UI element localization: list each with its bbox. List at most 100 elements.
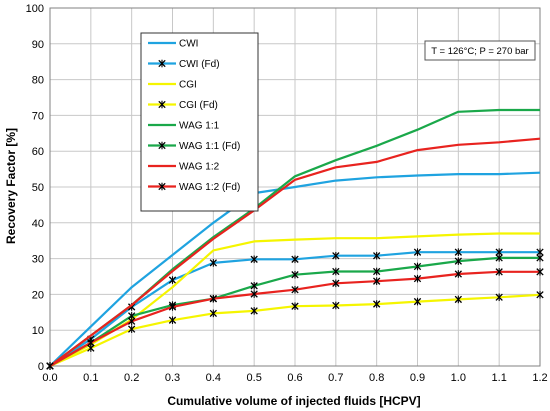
y-tick-label: 40 — [32, 218, 44, 230]
x-tick-label: 0.8 — [369, 372, 384, 384]
data-point-wag-1-1-fd — [495, 254, 503, 262]
legend-label: CGI (Fd) — [179, 100, 218, 111]
data-point-cwi-fd — [413, 248, 422, 256]
data-point-wag-1-2-fd — [291, 285, 299, 294]
x-tick-label: 0.0 — [42, 372, 57, 384]
legend-label: WAG 1:1 — [179, 121, 220, 132]
plot-area-border — [49, 7, 541, 367]
legend-entry-wag-1-1: WAG 1:1 — [148, 121, 220, 132]
legend-label: WAG 1:2 (Fd) — [179, 182, 240, 193]
data-point-cgi-fd — [413, 297, 422, 306]
data-point-cgi-fd — [168, 316, 177, 324]
series-cwi — [49, 171, 541, 367]
data-point-cwi-fd — [373, 251, 381, 260]
data-point-cwi-fd — [168, 276, 177, 284]
data-point-wag-1-2-fd — [373, 277, 381, 285]
y-tick-label: 0 — [38, 361, 44, 373]
x-tick-label: 1.1 — [492, 372, 507, 384]
legend: CWI CWI (Fd) CGI CGI (Fd) WAG 1:1 WAG 1:1 (Fd… — [140, 32, 259, 212]
data-point-wag-1-1-fd — [250, 282, 258, 290]
data-point-wag-1-2-fd — [250, 290, 258, 298]
legend-entry-cgi: CGI — [148, 80, 197, 91]
x-tick-label: 1.0 — [451, 372, 466, 384]
legend-frame — [140, 32, 259, 212]
data-point-wag-1-2-fd — [495, 268, 503, 276]
data-point-cwi-fd — [332, 251, 340, 260]
y-axis-label: Recovery Factor [%] — [4, 128, 18, 244]
legend-marker — [158, 59, 166, 68]
data-point-wag-1-1-fd — [332, 267, 340, 276]
y-tick-label: 10 — [32, 325, 44, 337]
data-point-wag-1-1-fd — [454, 257, 462, 265]
series-wag-1-2-fd — [46, 268, 544, 370]
data-point-cgi-fd — [128, 325, 136, 333]
x-tick-label: 0.2 — [124, 372, 139, 384]
legend-label: WAG 1:2 — [179, 162, 220, 173]
x-tick-label: 0.4 — [206, 372, 221, 384]
data-point-wag-1-2-fd — [87, 338, 95, 347]
x-tick-label: 0.5 — [247, 372, 262, 384]
data-point-cgi-fd — [454, 295, 462, 304]
data-point-wag-1-1-fd — [291, 270, 299, 279]
legend-entry-wag-1-2: WAG 1:2 — [148, 162, 220, 173]
data-point-wag-1-2-fd — [332, 279, 340, 288]
x-tick-label: 0.3 — [165, 372, 180, 384]
y-axis-ticks: 0 10 20 30 40 50 60 70 80 90 100 — [26, 3, 44, 373]
legend-label: CWI (Fd) — [179, 59, 220, 70]
data-point-wag-1-1-fd — [413, 262, 422, 271]
legend-entry-cwi-fd: CWI (Fd) — [148, 59, 220, 70]
x-axis-label: Cumulative volume of injected fluids [HC… — [167, 394, 420, 408]
data-point-cwi-fd — [454, 248, 462, 256]
x-tick-label: 0.6 — [287, 372, 302, 384]
data-point-cgi-fd — [495, 293, 503, 302]
data-point-cgi-fd — [291, 302, 299, 311]
x-tick-label: 0.7 — [328, 372, 343, 384]
legend-entry-cwi: CWI — [148, 39, 198, 50]
series-wag-1-2 — [49, 137, 541, 367]
data-point-cgi-fd — [536, 290, 544, 299]
series-line-wag-1-2 — [49, 137, 541, 367]
condition-annotation-box: T = 126°C; P = 270 bar — [424, 40, 536, 61]
data-point-wag-1-1-fd — [536, 254, 544, 262]
data-point-wag-1-2-fd — [209, 294, 217, 303]
data-point-wag-1-2-fd — [128, 317, 136, 326]
legend-label: WAG 1:1 (Fd) — [179, 141, 240, 152]
y-tick-label: 60 — [32, 146, 44, 158]
y-tick-label: 90 — [32, 39, 44, 51]
legend-marker — [158, 141, 166, 150]
legend-marker — [158, 182, 166, 191]
y-tick-label: 30 — [32, 254, 44, 266]
data-point-cgi-fd — [332, 301, 340, 310]
y-tick-label: 70 — [32, 110, 44, 122]
legend-entry-cgi-fd: CGI (Fd) — [148, 100, 218, 111]
y-tick-label: 50 — [32, 182, 44, 194]
data-point-wag-1-2-fd — [168, 303, 177, 311]
condition-annotation: T = 126°C; P = 270 bar — [431, 46, 528, 57]
series-line-cwi — [49, 171, 541, 367]
data-point-wag-1-2-fd — [536, 268, 544, 276]
data-point-wag-1-2-fd — [454, 270, 462, 278]
data-point-cgi-fd — [250, 307, 258, 315]
x-tick-label: 1.2 — [532, 372, 547, 384]
data-point-cgi-fd — [373, 300, 381, 308]
legend-entry-wag-1-1-fd: WAG 1:1 (Fd) — [148, 141, 240, 152]
legend-entry-wag-1-2-fd: WAG 1:2 (Fd) — [148, 182, 240, 193]
data-point-cwi-fd — [209, 259, 217, 267]
legend-label: CWI — [179, 39, 198, 50]
y-tick-label: 20 — [32, 289, 44, 301]
series-lines — [46, 108, 544, 370]
data-point-wag-1-2-fd — [413, 274, 422, 283]
data-point-cwi-fd — [250, 255, 258, 264]
data-point-wag-1-2-fd — [46, 362, 54, 370]
x-axis-ticks: 0.0 0.1 0.2 0.3 0.4 0.5 0.6 0.7 0.8 0.9 1.0 1.1 1.2 — [42, 372, 547, 384]
y-tick-label: 100 — [26, 3, 44, 15]
x-tick-label: 0.9 — [410, 372, 425, 384]
x-tick-label: 0.1 — [83, 372, 98, 384]
data-point-cgi-fd — [209, 309, 217, 318]
legend-marker — [158, 100, 166, 109]
data-point-cwi-fd — [291, 255, 299, 264]
y-tick-label: 80 — [32, 75, 44, 87]
data-point-wag-1-1-fd — [373, 267, 381, 276]
legend-label: CGI — [179, 80, 197, 91]
